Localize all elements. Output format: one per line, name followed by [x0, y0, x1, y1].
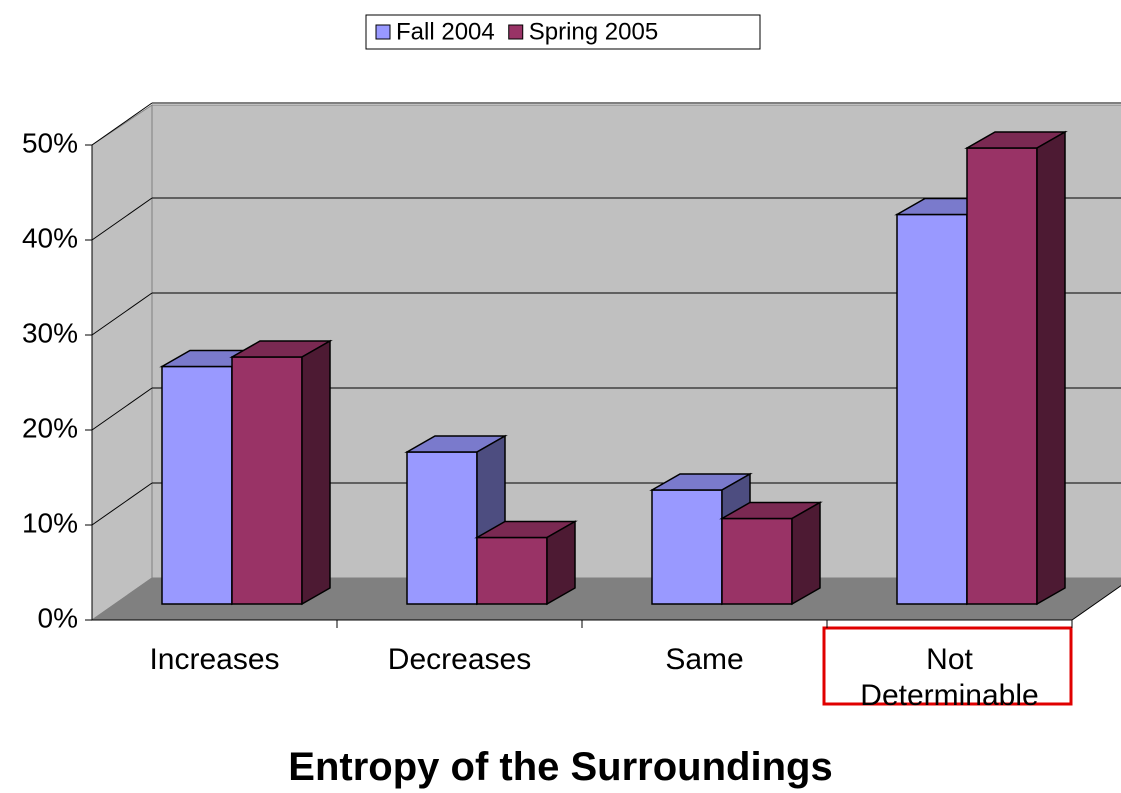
y-tick-label: 20% — [22, 412, 78, 443]
y-tick-label: 40% — [22, 222, 78, 253]
x-tick-label: Same — [665, 643, 744, 676]
bars — [159, 130, 1068, 606]
bar-front — [406, 451, 478, 605]
floor-edge — [1071, 585, 1121, 621]
x-tick-label: Not Determinable — [860, 643, 1039, 712]
legend-swatch — [508, 24, 524, 40]
bar-front — [161, 365, 233, 605]
bar-front — [231, 356, 303, 605]
y-tick-label: 10% — [22, 507, 78, 538]
bar-front — [476, 536, 548, 605]
legend — [365, 14, 761, 50]
grid-line — [91, 482, 153, 526]
grid-line — [91, 292, 153, 336]
bar-front — [651, 489, 723, 605]
side-wall — [91, 104, 153, 621]
bar-side — [546, 520, 576, 606]
bar-front — [896, 213, 968, 605]
legend-swatch — [375, 24, 391, 40]
bar-front — [966, 147, 1038, 605]
grid-line — [91, 197, 153, 241]
legend-label: Fall 2004 — [396, 18, 495, 45]
grid-line — [91, 102, 153, 146]
grid-line — [91, 387, 153, 431]
legend-label: Spring 2005 — [529, 18, 658, 45]
bar-side — [301, 339, 331, 606]
y-tick-label: 0% — [38, 602, 78, 633]
bar-front — [721, 517, 793, 605]
y-tick-label: 30% — [22, 317, 78, 348]
y-tick-label: 50% — [22, 127, 78, 158]
x-tick-label: Increases — [149, 643, 280, 676]
bar-side — [1036, 130, 1066, 606]
chart-title: Entropy of the Surroundings — [288, 745, 833, 789]
highlight-box — [822, 626, 1073, 706]
bar-side — [791, 501, 821, 606]
x-tick-label: Decreases — [387, 643, 532, 676]
